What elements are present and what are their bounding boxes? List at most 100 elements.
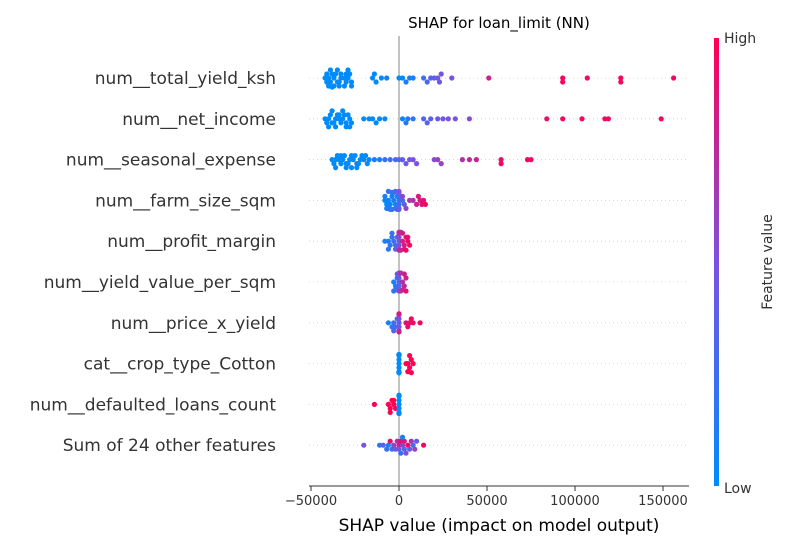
shap-point [399, 279, 406, 285]
shap-point [387, 405, 393, 411]
shap-point [658, 116, 664, 122]
shap-point [440, 116, 446, 122]
shap-point [396, 242, 402, 248]
shap-point [341, 75, 347, 81]
shap-point [421, 197, 427, 203]
shap-point [399, 442, 406, 448]
shap-point [373, 79, 379, 85]
shap-point [396, 275, 402, 281]
shap-point [324, 120, 330, 126]
shap-point [333, 116, 339, 122]
shap-point [338, 120, 344, 126]
shap-point [384, 75, 390, 81]
shap-point [396, 446, 402, 452]
feature-label: num__yield_value_per_sqm [44, 273, 276, 293]
shap-point [366, 157, 372, 163]
shap-point [498, 157, 504, 163]
feature-label: Sum of 24 other features [63, 436, 276, 456]
colorbar-high-label: High [724, 31, 756, 47]
shap-point [387, 201, 393, 207]
shap-point [327, 112, 333, 118]
shap-point [348, 79, 355, 85]
shap-point [544, 116, 550, 122]
shap-point [408, 370, 414, 376]
shap-point [384, 446, 390, 452]
shap-point [331, 75, 337, 81]
shap-point [389, 193, 395, 199]
shap-point [340, 108, 346, 114]
feature-label: num__defaulted_loans_count [30, 395, 277, 415]
shap-point [341, 112, 347, 118]
shap-point [345, 112, 351, 118]
shap-point [410, 75, 416, 81]
shap-point [399, 157, 406, 163]
shap-point [396, 401, 402, 407]
shap-point [326, 75, 332, 81]
shap-point [410, 197, 416, 203]
data-points [322, 67, 677, 456]
shap-point [421, 442, 427, 448]
shap-point [410, 442, 416, 448]
shap-point [396, 283, 402, 289]
shap-point [387, 438, 393, 444]
shap-point [421, 75, 427, 81]
feature-label: cat__crop_type_Cotton [84, 355, 276, 375]
shap-point [399, 116, 406, 122]
shap-point [391, 320, 397, 326]
shap-point [385, 320, 391, 326]
shap-point [459, 157, 465, 163]
shap-point [363, 153, 369, 159]
shap-point [338, 161, 344, 167]
shap-point [407, 242, 413, 248]
shap-point [671, 75, 677, 81]
shap-point [345, 75, 351, 81]
shap-point [382, 157, 388, 163]
shap-point [396, 352, 402, 358]
shap-point [403, 247, 409, 253]
shap-point [399, 75, 406, 81]
feature-label: num__profit_margin [107, 232, 276, 252]
shap-point [382, 193, 388, 199]
shap-point [424, 79, 430, 85]
shap-point [391, 279, 397, 285]
shap-point [348, 120, 355, 126]
shap-point [396, 201, 402, 207]
shap-point [343, 165, 349, 171]
shap-point [424, 120, 430, 126]
x-tick-label: 0 [395, 494, 403, 509]
shap-point [331, 120, 337, 126]
shap-point [377, 442, 383, 448]
shap-point [345, 161, 351, 167]
shap-point [560, 75, 566, 81]
shap-point [419, 201, 425, 207]
shap-point [338, 71, 344, 77]
shap-point [389, 234, 395, 240]
shap-point [370, 116, 376, 122]
shap-point [329, 84, 335, 90]
shap-point [396, 311, 402, 317]
shap-point [326, 124, 332, 130]
shap-point [391, 397, 397, 403]
shap-point [385, 197, 391, 203]
shap-point [403, 79, 409, 85]
colorbar-title: Feature value [760, 214, 776, 310]
shap-point [396, 324, 402, 330]
shap-point [401, 283, 407, 289]
x-tick-label: −50000 [285, 494, 337, 509]
shap-point [403, 275, 409, 281]
shap-point [403, 205, 409, 211]
shap-point [407, 365, 413, 371]
shap-point [584, 75, 590, 81]
shap-point [398, 247, 404, 253]
shap-point [326, 116, 332, 122]
shap-point [396, 320, 402, 326]
shap-point [394, 193, 400, 199]
shap-point [343, 120, 349, 126]
shap-point [336, 79, 342, 85]
feature-label: num__farm_size_sqm [95, 191, 276, 211]
shap-point [343, 79, 349, 85]
shap-point [435, 157, 441, 163]
shap-point [336, 112, 342, 118]
shap-point [378, 75, 384, 81]
